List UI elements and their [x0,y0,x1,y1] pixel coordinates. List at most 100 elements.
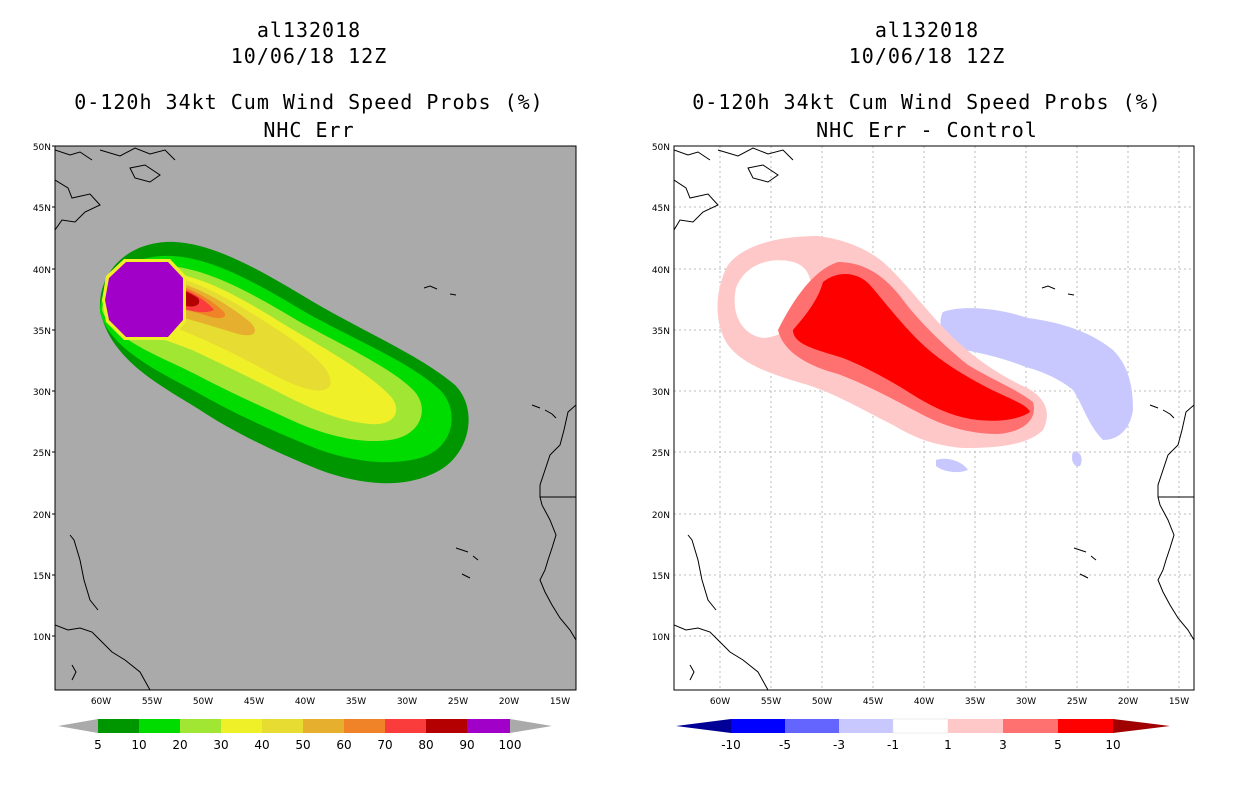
colorbar-swatch [731,719,785,733]
colorbar-label: 10 [1105,738,1120,752]
right-lon-label: 50W [812,697,832,707]
colorbar-label: 60 [336,738,351,752]
right-storm-id: al132018 [874,18,980,42]
colorbar-swatch [180,719,221,733]
colorbar-label: 10 [131,738,146,752]
colorbar-label: 70 [377,738,392,752]
right-lon-label: 25W [1067,697,1087,707]
right-lon-label: 30W [1016,697,1036,707]
colorbar-swatch [839,719,893,733]
right-lon-label: 60W [710,697,730,707]
colorbar-swatch [785,719,839,733]
right-lon-label: 15W [1169,697,1189,707]
colorbar-swatch [262,719,303,733]
colorbar-low-arrow [676,719,731,733]
right-lat-label: 15N [652,572,670,582]
right-lon-axis: 60W 55W 50W 45W 40W 35W 30W 25W 20W 15W [710,697,1189,707]
left-lon-label: 45W [244,697,264,707]
colorbar-swatch [385,719,426,733]
right-lat-label: 35N [652,327,670,337]
right-lat-label: 50N [652,143,670,153]
left-lat-label: 20N [33,511,51,521]
colorbar-label: 30 [213,738,228,752]
colorbar-label: -3 [833,738,845,752]
colorbar-low-arrow [58,719,98,733]
left-subtitle: NHC Err [263,118,355,142]
colorbar-label: 20 [172,738,187,752]
left-lat-label: 15N [33,572,51,582]
left-lat-label: 35N [33,327,51,337]
right-subtitle: NHC Err - Control [816,118,1038,142]
left-map-frame [54,145,577,691]
left-lon-label: 15W [550,697,570,707]
colorbar-swatch [1058,719,1113,733]
colorbar-label: 5 [94,738,102,752]
colorbar-label: 3 [999,738,1007,752]
diff-positive-5 [793,274,1030,421]
right-lat-label: 30N [652,388,670,398]
right-lat-label: 10N [652,633,670,643]
colorbar-label: 1 [944,738,952,752]
right-lat-label: 25N [652,449,670,459]
colorbar-swatch [221,719,262,733]
left-lon-label: 55W [142,697,162,707]
left-lat-label: 30N [33,388,51,398]
right-colorbar: -10 -5 -3 -1 1 3 5 10 [676,718,1170,752]
left-lon-label: 30W [397,697,417,707]
left-lon-label: 60W [91,697,111,707]
left-lon-label: 35W [346,697,366,707]
left-lon-label: 25W [448,697,468,707]
prob-core-100 [105,262,183,337]
colorbar-swatch [344,719,385,733]
colorbar-swatch [98,719,139,733]
colorbar-swatch [948,719,1003,733]
colorbar-label: -5 [779,738,791,752]
right-lon-label: 55W [761,697,781,707]
diff-negative-patch [936,458,968,473]
diff-negative-region [940,308,1133,440]
left-lon-label: 20W [499,697,519,707]
left-coastlines [55,147,576,690]
right-lon-label: 20W [1118,697,1138,707]
left-lat-label: 45N [33,204,51,214]
left-lon-label: 50W [193,697,213,707]
right-lon-label: 35W [965,697,985,707]
left-storm-id: al132018 [256,18,362,42]
left-lat-label: 25N [33,449,51,459]
left-date: 10/06/18 12Z [230,44,388,68]
left-lat-axis: 50N 45N 40N 35N 30N 25N 20N 15N 10N [33,143,55,643]
colorbar-label: 100 [499,738,522,752]
left-colorbar: 5 10 20 30 40 50 60 70 80 90 100 [58,719,552,752]
colorbar-swatch [426,719,467,733]
colorbar-label: -10 [721,738,741,752]
right-lon-label: 45W [863,697,883,707]
colorbar-label: 5 [1054,738,1062,752]
colorbar-swatch [467,719,510,733]
left-lat-label: 10N [33,633,51,643]
right-product-title: 0-120h 34kt Cum Wind Speed Probs (%) [692,90,1162,114]
right-map-frame [673,145,1195,691]
diff-negative-patch [1071,451,1082,467]
left-lat-label: 40N [33,266,51,276]
colorbar-swatch [139,719,180,733]
colorbar-high-arrow [1113,719,1170,733]
right-lat-label: 45N [652,204,670,214]
right-lon-label: 40W [914,697,934,707]
colorbar-swatch [892,718,949,734]
colorbar-swatch [303,719,344,733]
left-lon-label: 40W [295,697,315,707]
left-product-title: 0-120h 34kt Cum Wind Speed Probs (%) [74,90,544,114]
colorbar-high-arrow [510,719,552,733]
colorbar-label: -1 [887,738,899,752]
right-coastlines [674,147,1194,690]
colorbar-label: 50 [295,738,310,752]
right-lat-label: 40N [652,266,670,276]
left-lat-label: 50N [33,143,51,153]
right-map: 50N 45N 40N 35N 30N 25N 20N 15N 10N 60W … [652,143,1195,752]
right-lat-axis: 50N 45N 40N 35N 30N 25N 20N 15N 10N [652,143,670,643]
colorbar-label: 80 [418,738,433,752]
left-panel: al132018 10/06/18 12Z 0-120h 34kt Cum Wi… [33,18,577,752]
colorbar-label: 90 [459,738,474,752]
colorbar-label: 40 [254,738,269,752]
colorbar-swatch [1003,719,1058,733]
